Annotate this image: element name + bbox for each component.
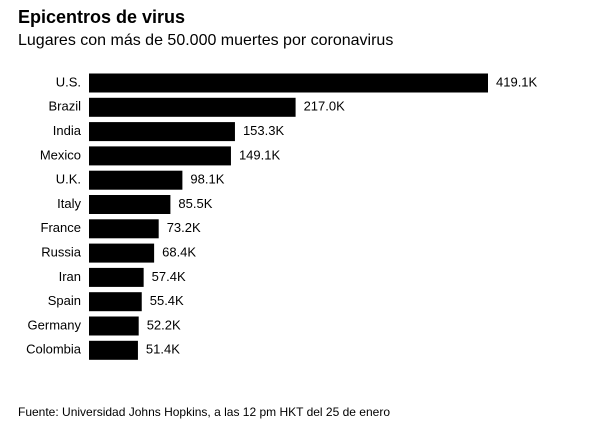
value-label: 73.2K [167,220,201,235]
category-label: Iran [59,269,81,284]
bar [89,219,159,239]
bar [89,316,139,336]
value-label: 217.0K [304,99,346,114]
chart-subtitle: Lugares con más de 50.000 muertes por co… [18,32,393,49]
category-label: Italy [57,196,81,211]
bar [89,122,235,142]
value-label: 419.1K [496,74,538,89]
category-label: Spain [48,293,81,308]
category-label: Mexico [40,147,81,162]
category-label: U.S. [56,74,81,89]
value-label: 55.4K [150,293,184,308]
value-label: 52.2K [147,317,181,332]
value-label: 68.4K [162,245,196,260]
source-note: Fuente: Universidad Johns Hopkins, a las… [18,405,390,419]
value-label: 85.5K [178,196,212,211]
bar [89,195,171,214]
value-label: 98.1K [190,172,224,187]
bar [89,243,155,263]
bar [89,340,138,360]
bar [89,146,231,166]
category-label: Germany [28,317,82,332]
bar [89,292,142,312]
bar [89,170,183,190]
value-label: 153.3K [243,123,285,138]
value-label: 57.4K [152,269,186,284]
category-label: Colombia [26,342,82,357]
chart-title: Epicentros de virus [18,7,185,27]
category-label: Brazil [48,99,81,114]
category-label: U.K. [56,172,81,187]
value-label: 51.4K [146,342,180,357]
category-label: Russia [41,245,82,260]
bar [89,97,296,117]
value-label: 149.1K [239,147,281,162]
bar [89,73,488,93]
bar [89,267,144,287]
category-label: France [41,220,81,235]
category-label: India [53,123,82,138]
